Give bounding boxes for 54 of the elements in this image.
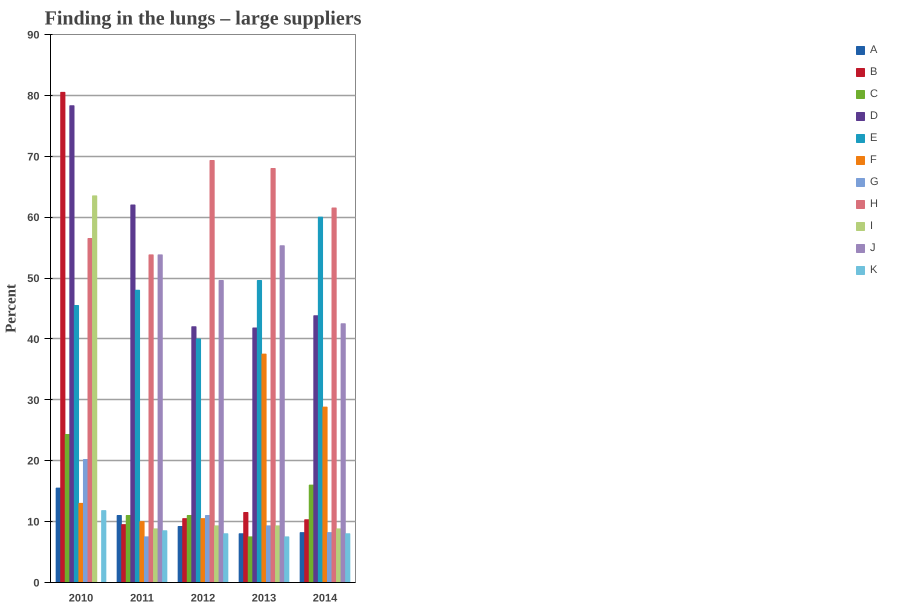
y-tick-label: 50 — [27, 273, 40, 286]
bar — [74, 304, 80, 582]
y-tick-label: 0 — [33, 578, 40, 590]
y-tick-label: 20 — [27, 456, 40, 468]
bar — [158, 254, 163, 582]
bar — [162, 530, 168, 582]
legend-label: I — [870, 220, 874, 232]
bar — [101, 510, 106, 582]
bar — [60, 92, 66, 582]
bar — [332, 208, 337, 582]
legend-label: F — [870, 154, 878, 166]
x-tick-label: 2010 — [68, 592, 94, 604]
bar — [340, 323, 346, 582]
legend-label: K — [870, 264, 878, 276]
y-tick-label: 40 — [27, 334, 40, 346]
bar — [280, 245, 285, 582]
bar — [121, 524, 126, 582]
x-tick-label: 2014 — [312, 592, 338, 604]
legend-label: B — [870, 66, 878, 78]
bar — [218, 280, 224, 582]
y-tick-label: 10 — [27, 516, 40, 529]
bar — [92, 195, 98, 582]
y-axis-title: Percent — [3, 284, 20, 333]
bar — [345, 533, 350, 582]
bar — [223, 533, 228, 582]
x-tick-label: 2011 — [130, 592, 154, 604]
y-tick-label: 80 — [27, 90, 40, 102]
y-tick-label: 60 — [27, 212, 40, 224]
bar — [210, 160, 215, 582]
x-tick-label: 2013 — [252, 592, 276, 604]
bar — [182, 518, 188, 582]
bar — [261, 354, 267, 582]
bar — [270, 168, 276, 582]
bar — [148, 254, 154, 582]
legend-label: J — [870, 242, 876, 254]
y-tick-label: 90 — [27, 30, 40, 42]
y-tick-label: 70 — [27, 151, 40, 164]
legend-label: G — [870, 176, 880, 188]
legend-label: E — [870, 132, 878, 144]
legend-label: D — [870, 110, 879, 122]
bar — [318, 216, 324, 582]
legend-label: A — [870, 44, 878, 56]
x-tick-label: 2012 — [190, 592, 216, 604]
bar — [304, 519, 310, 582]
chart-title: Finding in the lungs – large suppliers — [44, 8, 362, 30]
legend-label: C — [870, 88, 879, 100]
bar — [322, 406, 328, 582]
bar — [69, 105, 74, 582]
bar — [196, 338, 202, 582]
bar — [243, 512, 248, 582]
legend-label: H — [870, 198, 879, 210]
y-tick-label: 30 — [27, 394, 40, 407]
bar — [134, 290, 140, 582]
bar — [284, 536, 290, 582]
